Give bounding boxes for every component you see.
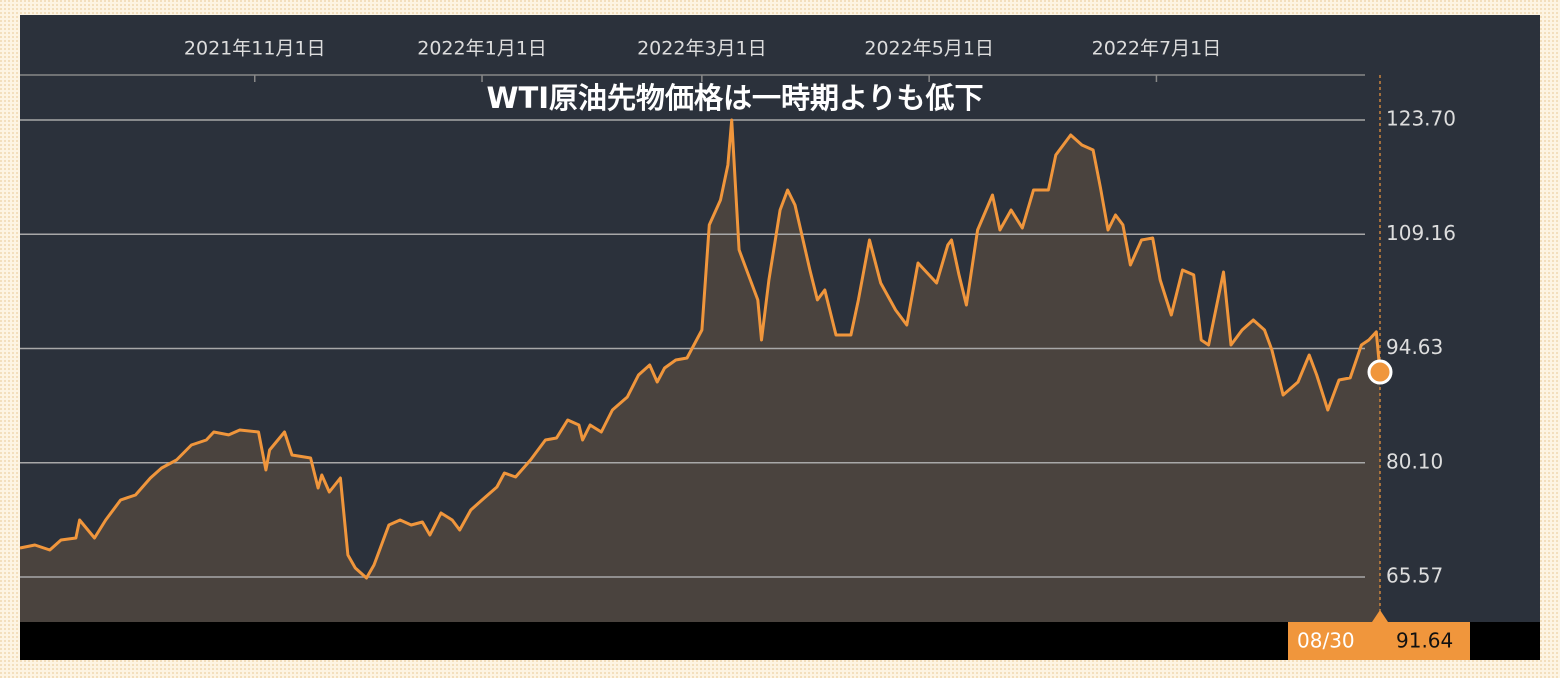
tooltip-value: 91.64	[1396, 629, 1453, 653]
y-tick-label: 65.57	[1386, 564, 1443, 588]
tooltip-box	[1288, 622, 1470, 660]
x-tick-label: 2022年5月1日	[864, 38, 994, 60]
x-tick-label: 2022年7月1日	[1092, 38, 1222, 60]
cursor-pointer	[1372, 610, 1388, 622]
y-tick-label: 123.70	[1386, 106, 1456, 130]
x-tick-label: 2021年11月1日	[184, 38, 326, 60]
chart-title: WTI原油先物価格は一時期よりも低下	[487, 81, 984, 115]
area-fill	[20, 120, 1380, 622]
tooltip-date: 08/30	[1297, 629, 1355, 653]
y-tick-label: 109.16	[1386, 221, 1456, 245]
end-marker	[1367, 359, 1393, 385]
line	[19, 118, 1382, 580]
chart-layer: 2021年11月1日 2022年1月1日 2022年3月1日 2022年5月1日 202…	[19, 38, 1470, 660]
x-tick-label: 2022年1月1日	[417, 38, 547, 60]
bottom-strip	[20, 622, 1540, 660]
y-tick-label: 94.63	[1386, 335, 1443, 359]
x-tick-label: 2022年3月1日	[637, 38, 767, 60]
y-tick-label: 80.10	[1386, 449, 1443, 473]
